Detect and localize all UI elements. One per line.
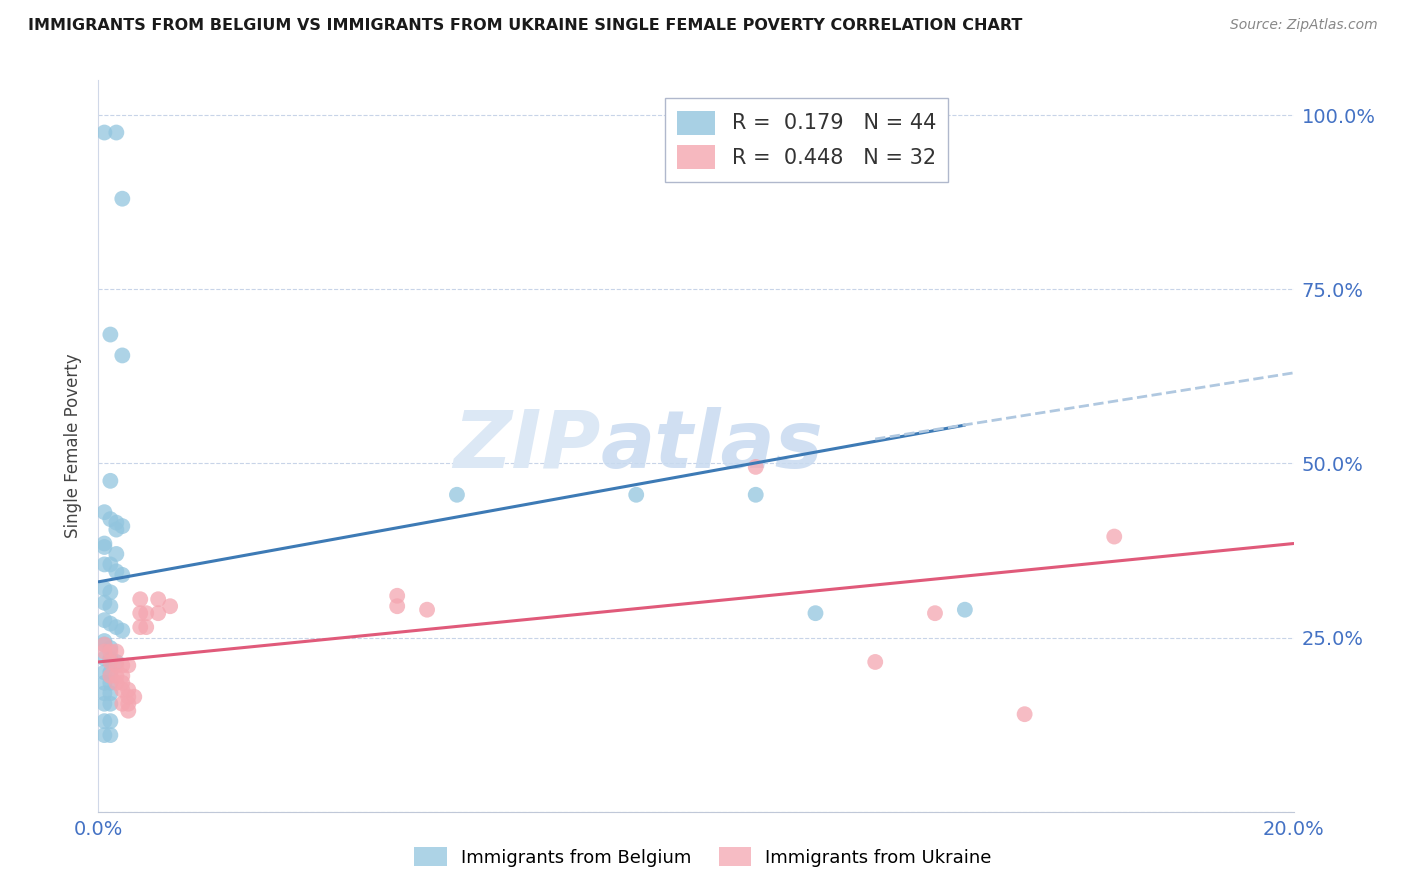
Point <box>100 644 122 658</box>
Point <box>111 669 134 683</box>
Point <box>117 704 139 718</box>
Point <box>865 655 887 669</box>
Point <box>100 714 122 728</box>
Point <box>100 640 122 655</box>
Point <box>117 690 139 704</box>
Point <box>93 596 115 610</box>
Point <box>93 638 115 652</box>
Point <box>385 599 409 614</box>
Point <box>100 655 122 669</box>
Point <box>93 613 115 627</box>
Point <box>111 348 134 362</box>
Text: IMMIGRANTS FROM BELGIUM VS IMMIGRANTS FROM UKRAINE SINGLE FEMALE POVERTY CORRELA: IMMIGRANTS FROM BELGIUM VS IMMIGRANTS FR… <box>28 18 1022 33</box>
Point <box>105 620 128 634</box>
Point <box>135 606 157 620</box>
Point <box>148 592 170 607</box>
Point <box>93 644 115 658</box>
Point <box>100 686 122 700</box>
Point <box>100 669 122 683</box>
Point <box>745 459 768 474</box>
Point <box>148 606 170 620</box>
Point <box>105 644 128 658</box>
Point <box>100 327 122 342</box>
Point <box>100 616 122 631</box>
Point <box>93 126 115 140</box>
Point <box>129 592 152 607</box>
Point <box>93 676 115 690</box>
Legend: R =  0.179   N = 44, R =  0.448   N = 32: R = 0.179 N = 44, R = 0.448 N = 32 <box>665 98 949 182</box>
Point <box>745 488 768 502</box>
Point <box>93 728 115 742</box>
Point <box>105 676 128 690</box>
Point <box>111 658 134 673</box>
Point <box>1104 530 1126 544</box>
Point <box>105 126 128 140</box>
Point <box>135 620 157 634</box>
Point <box>105 516 128 530</box>
Point <box>100 558 122 572</box>
Point <box>93 697 115 711</box>
Point <box>117 658 139 673</box>
Point <box>111 192 134 206</box>
Point <box>804 606 827 620</box>
Point <box>111 682 134 697</box>
Point <box>93 638 115 652</box>
Point <box>93 686 115 700</box>
Point <box>105 547 128 561</box>
Point <box>111 519 134 533</box>
Point <box>93 714 115 728</box>
Point <box>105 655 128 669</box>
Point <box>100 599 122 614</box>
Point <box>111 676 134 690</box>
Point <box>100 728 122 742</box>
Legend: Immigrants from Belgium, Immigrants from Ukraine: Immigrants from Belgium, Immigrants from… <box>406 840 1000 874</box>
Point <box>100 512 122 526</box>
Point <box>93 582 115 596</box>
Point <box>93 665 115 680</box>
Point <box>953 603 976 617</box>
Text: ZIP: ZIP <box>453 407 600 485</box>
Point <box>93 505 115 519</box>
Point <box>626 488 648 502</box>
Point <box>129 620 152 634</box>
Point <box>924 606 946 620</box>
Point <box>105 565 128 579</box>
Point <box>100 585 122 599</box>
Text: Source: ZipAtlas.com: Source: ZipAtlas.com <box>1230 18 1378 32</box>
Point <box>385 589 409 603</box>
Point <box>117 682 139 697</box>
Point <box>93 540 115 554</box>
Point <box>111 567 134 582</box>
Point <box>446 488 468 502</box>
Point <box>100 676 122 690</box>
Point <box>93 536 115 550</box>
Point <box>1014 707 1036 722</box>
Point <box>105 669 128 683</box>
Point <box>117 697 139 711</box>
Point <box>100 651 122 665</box>
Point <box>111 697 134 711</box>
Point <box>111 624 134 638</box>
Point <box>100 474 122 488</box>
Point <box>124 690 146 704</box>
Point <box>93 558 115 572</box>
Point <box>93 651 115 665</box>
Y-axis label: Single Female Poverty: Single Female Poverty <box>65 354 83 538</box>
Point <box>105 523 128 537</box>
Point <box>129 606 152 620</box>
Point <box>159 599 181 614</box>
Point <box>100 697 122 711</box>
Point <box>93 634 115 648</box>
Point <box>105 658 128 673</box>
Text: atlas: atlas <box>600 407 823 485</box>
Point <box>100 665 122 680</box>
Point <box>416 603 439 617</box>
